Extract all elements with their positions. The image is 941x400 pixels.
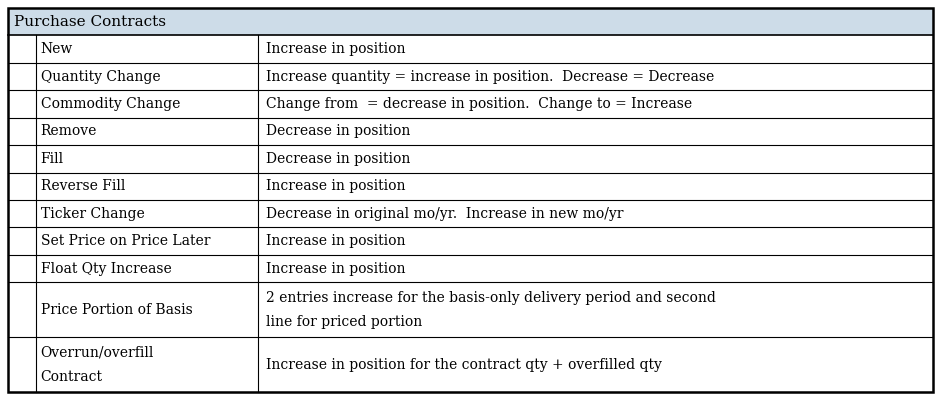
Text: Fill: Fill xyxy=(40,152,64,166)
Text: Decrease in position: Decrease in position xyxy=(265,152,410,166)
Text: New: New xyxy=(40,42,73,56)
Text: Increase quantity = increase in position.  Decrease = Decrease: Increase quantity = increase in position… xyxy=(265,70,714,84)
Text: Set Price on Price Later: Set Price on Price Later xyxy=(40,234,210,248)
Text: Float Qty Increase: Float Qty Increase xyxy=(40,262,171,276)
Text: Increase in position: Increase in position xyxy=(265,234,406,248)
Text: Change from  = decrease in position.  Change to = Increase: Change from = decrease in position. Chan… xyxy=(265,97,692,111)
Text: line for priced portion: line for priced portion xyxy=(265,315,422,329)
Text: Decrease in position: Decrease in position xyxy=(265,124,410,138)
Text: Increase in position: Increase in position xyxy=(265,42,406,56)
Text: Reverse Fill: Reverse Fill xyxy=(40,179,125,193)
Text: 2 entries increase for the basis-only delivery period and second: 2 entries increase for the basis-only de… xyxy=(265,291,715,305)
Text: Purchase Contracts: Purchase Contracts xyxy=(14,15,166,29)
Text: Increase in position: Increase in position xyxy=(265,262,406,276)
Text: Remove: Remove xyxy=(40,124,97,138)
Text: Price Portion of Basis: Price Portion of Basis xyxy=(40,303,193,317)
Text: Quantity Change: Quantity Change xyxy=(40,70,160,84)
Text: Overrun/overfill: Overrun/overfill xyxy=(40,346,154,360)
Bar xyxy=(8,8,933,36)
Text: Decrease in original mo/yr.  Increase in new mo/yr: Decrease in original mo/yr. Increase in … xyxy=(265,207,623,221)
Text: Ticker Change: Ticker Change xyxy=(40,207,145,221)
Text: Contract: Contract xyxy=(40,370,103,384)
Text: Increase in position: Increase in position xyxy=(265,179,406,193)
Text: Commodity Change: Commodity Change xyxy=(40,97,180,111)
Text: Increase in position for the contract qty + overfilled qty: Increase in position for the contract qt… xyxy=(265,358,662,372)
